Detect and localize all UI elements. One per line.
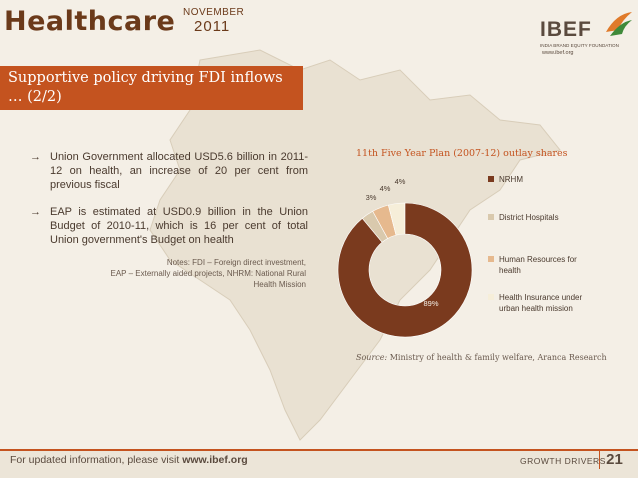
data-label: 3% — [366, 193, 377, 202]
source-text: Ministry of health & family welfare, Ara… — [387, 353, 607, 362]
header: Healthcare NOVEMBER 2011 IBEF INDIA BRAN… — [0, 0, 638, 62]
donut-slice-nrhm — [337, 202, 473, 338]
data-label: 4% — [395, 177, 406, 186]
brand-title: Healthcare — [4, 6, 176, 37]
legend-swatch — [488, 214, 494, 220]
bullet-item: → Union Government allocated USD5.6 bill… — [30, 150, 308, 192]
legend-label: Health Insurance under urban health miss… — [499, 293, 583, 313]
page-number: 21 — [599, 449, 629, 469]
source-note: Source: Ministry of health & family welf… — [356, 353, 607, 362]
notes-line-2: EAP – Externally aided projects, NHRM: N… — [110, 269, 307, 289]
logo-text: IBEF — [540, 18, 592, 41]
footer-text: For updated information, please visit ww… — [10, 454, 248, 466]
legend-label: NRHM — [499, 175, 523, 184]
arrow-right-icon: → — [30, 206, 41, 218]
footer-section-label: GROWTH DRIVERS — [520, 456, 606, 466]
source-label: Source: — [356, 353, 388, 362]
data-label: 4% — [380, 184, 391, 193]
legend-swatch — [488, 294, 494, 300]
chart-title: 11th Five Year Plan (2007-12) outlay sha… — [356, 148, 568, 159]
data-label: 89% — [423, 299, 438, 308]
ibef-logo: IBEF INDIA BRAND EQUITY FOUNDATION www.i… — [540, 10, 632, 64]
bullet-list: → Union Government allocated USD5.6 bill… — [30, 150, 308, 260]
bullet-text: EAP is estimated at USD0.9 billion in th… — [50, 206, 308, 246]
legend-label: Human Resources for health — [499, 255, 577, 275]
footer-divider — [0, 449, 638, 451]
header-month: NOVEMBER — [183, 7, 245, 18]
legend-swatch — [488, 176, 494, 182]
footer-url-link[interactable]: www.ibef.org — [182, 454, 248, 466]
flag-swoosh-icon — [606, 12, 632, 36]
logo-subtitle: INDIA BRAND EQUITY FOUNDATION — [540, 43, 619, 48]
slide-title-line-1: Supportive policy driving FDI inflows — [8, 70, 283, 86]
header-year: 2011 — [194, 18, 231, 35]
logo-url: www.ibef.org — [542, 50, 574, 56]
slide-title-bar: Supportive policy driving FDI inflows … … — [0, 66, 303, 110]
bullet-text: Union Government allocated USD5.6 billio… — [50, 151, 308, 191]
bullet-item: → EAP is estimated at USD0.9 billion in … — [30, 205, 308, 247]
slide-title-line-2: … (2/2) — [8, 89, 62, 105]
arrow-right-icon: → — [30, 151, 41, 163]
legend-swatch — [488, 256, 494, 262]
legend-label: District Hospitals — [499, 213, 559, 222]
footer — [0, 449, 638, 478]
notes: Notes: FDI – Foreign direct investment, … — [86, 257, 307, 290]
donut-chart: 3%4%4%89% — [337, 177, 473, 338]
footer-prefix: For updated information, please visit — [10, 454, 183, 466]
notes-line-1: Notes: FDI – Foreign direct investment, — [166, 258, 306, 267]
